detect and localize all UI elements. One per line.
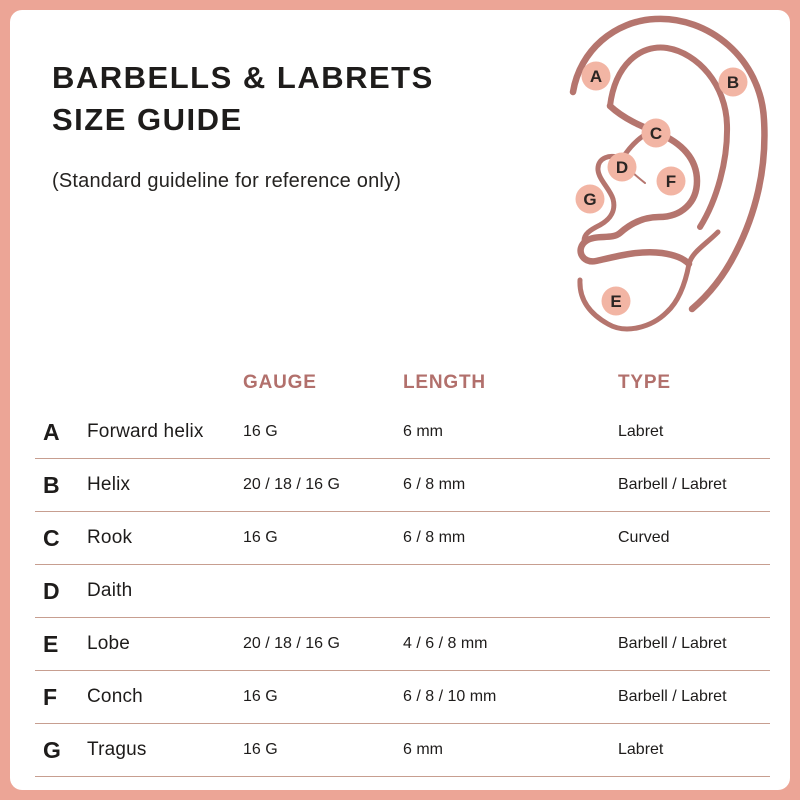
ear-marker-label: E [610, 292, 621, 311]
ear-marker-D: D [607, 152, 637, 182]
row-A-name: Forward helix [87, 421, 204, 442]
row-F-gauge: 16 G [243, 688, 278, 705]
row-F-name: Conch [87, 686, 143, 707]
row-G-letter: G [43, 736, 61, 763]
row-E-type: Barbell / Labret [618, 635, 727, 652]
col-header-length: LENGTH [403, 372, 486, 393]
row-G-gauge: 16 G [243, 741, 278, 758]
table-row: C Rook 16 G 6 / 8 mm Curved [35, 512, 770, 565]
ear-marker-circle [575, 184, 605, 214]
ear-marker-circle [641, 118, 671, 148]
row-A-letter: A [43, 418, 60, 445]
ear-marker-label: F [666, 172, 676, 191]
ear-antihelix [577, 102, 701, 268]
row-B-type: Barbell / Labret [618, 476, 727, 493]
ear-marker-G: G [575, 184, 605, 214]
ear-marker-A: A [581, 61, 611, 91]
row-B-name: Helix [87, 474, 131, 495]
page-title: BARBELLS & LABRETS SIZE GUIDE [52, 57, 434, 141]
row-D-name: Daith [87, 580, 133, 601]
row-C-type: Curved [618, 529, 670, 546]
ear-marker-circle [581, 61, 611, 91]
row-B-length: 6 / 8 mm [403, 476, 466, 493]
ear-marker-circle [718, 67, 748, 97]
table-row: B Helix 20 / 18 / 16 G 6 / 8 mm Barbell / La… [35, 459, 770, 512]
row-E-length: 4 / 6 / 8 mm [403, 635, 488, 652]
row-A-length: 6 mm [403, 423, 443, 440]
table-header-row: GAUGE LENGTH TYPE [35, 360, 770, 406]
title-line-1: BARBELLS & LABRETS [52, 60, 434, 95]
ear-marker-C: C [641, 118, 671, 148]
col-header-type: TYPE [618, 372, 671, 393]
ear-diagram: A B C D F G E [569, 15, 768, 332]
table-row: E Lobe 20 / 18 / 16 G 4 / 6 / 8 mm Barbell /… [35, 618, 770, 671]
ear-marker-label: A [590, 67, 602, 86]
ear-marker-E: E [601, 286, 631, 316]
row-C-gauge: 16 G [243, 529, 278, 546]
row-D-letter: D [43, 577, 60, 604]
row-G-name: Tragus [87, 739, 147, 760]
row-F-length: 6 / 8 / 10 mm [403, 688, 497, 705]
row-E-letter: E [43, 630, 59, 657]
ear-marker-circle [607, 152, 637, 182]
row-C-name: Rook [87, 527, 133, 548]
row-G-length: 6 mm [403, 741, 443, 758]
row-F-letter: F [43, 683, 58, 710]
ear-inner-rim [607, 44, 731, 230]
ear-marker-label: C [650, 124, 662, 143]
ear-marker-B: B [718, 67, 748, 97]
ear-marker-circle [601, 286, 631, 316]
table-row: D Daith [35, 565, 770, 618]
row-C-length: 6 / 8 mm [403, 529, 466, 546]
row-A-gauge: 16 G [243, 423, 278, 440]
col-header-gauge: GAUGE [243, 372, 317, 393]
row-F-type: Barbell / Labret [618, 688, 727, 705]
row-A-type: Labret [618, 423, 664, 440]
ear-marker-label: B [727, 73, 739, 92]
table-row: G Tragus 16 G 6 mm Labret [35, 724, 770, 777]
ear-outer-helix [569, 15, 768, 313]
row-B-letter: B [43, 471, 60, 498]
subtitle: (Standard guideline for reference only) [52, 170, 402, 192]
row-E-name: Lobe [87, 633, 131, 654]
ear-lobe-outline [577, 229, 721, 332]
row-E-gauge: 20 / 18 / 16 G [243, 635, 340, 652]
ear-marker-label: G [583, 190, 596, 209]
row-B-gauge: 20 / 18 / 16 G [243, 476, 340, 493]
title-line-2: SIZE GUIDE [52, 102, 243, 137]
row-G-type: Labret [618, 741, 664, 758]
row-C-letter: C [43, 524, 60, 551]
table-row: A Forward helix 16 G 6 mm Labret [35, 406, 770, 459]
ear-marker-label: D [616, 158, 628, 177]
ear-marker-circle [656, 166, 686, 196]
size-table: GAUGE LENGTH TYPE A Forward helix 16 G 6 mm… [35, 360, 770, 777]
ear-marker-F: F [656, 166, 686, 196]
table-row: F Conch 16 G 6 / 8 / 10 mm Barbell / Labret [35, 671, 770, 724]
